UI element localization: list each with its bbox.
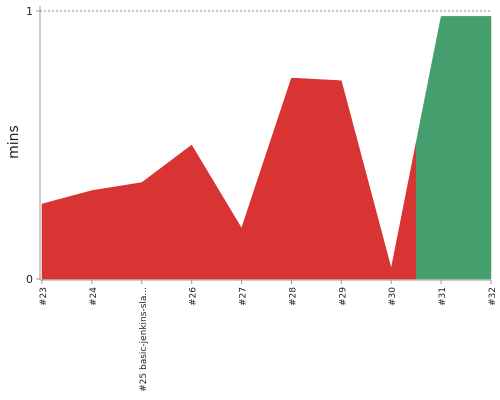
- y-axis-label: mins: [6, 125, 22, 159]
- x-tick-label: #27: [239, 287, 249, 306]
- x-tick-label: #25 basic-jenkins-sla...: [139, 287, 149, 392]
- x-tick-label: #23: [39, 287, 49, 306]
- area-segment: [41, 196, 68, 280]
- area-segment: [116, 163, 167, 280]
- area-segment: [316, 79, 367, 280]
- area-segment: [415, 16, 467, 280]
- area-segment: [465, 16, 492, 280]
- area-segment: [266, 77, 317, 280]
- y-tick-label: 1: [26, 5, 33, 18]
- x-tick-label: #29: [338, 287, 348, 306]
- x-tick-label: #28: [288, 287, 298, 306]
- x-tick-label: #32: [488, 287, 498, 306]
- x-tick-label: #26: [189, 287, 199, 306]
- area-segment: [216, 152, 267, 280]
- area-segment: [366, 142, 417, 280]
- y-tick-label: 0: [26, 273, 33, 286]
- x-tick-label: #24: [89, 287, 99, 306]
- x-tick-label: #31: [438, 287, 448, 306]
- x-tick-label: #30: [388, 287, 398, 306]
- area-segment: [66, 186, 118, 280]
- area-segment: [166, 144, 217, 280]
